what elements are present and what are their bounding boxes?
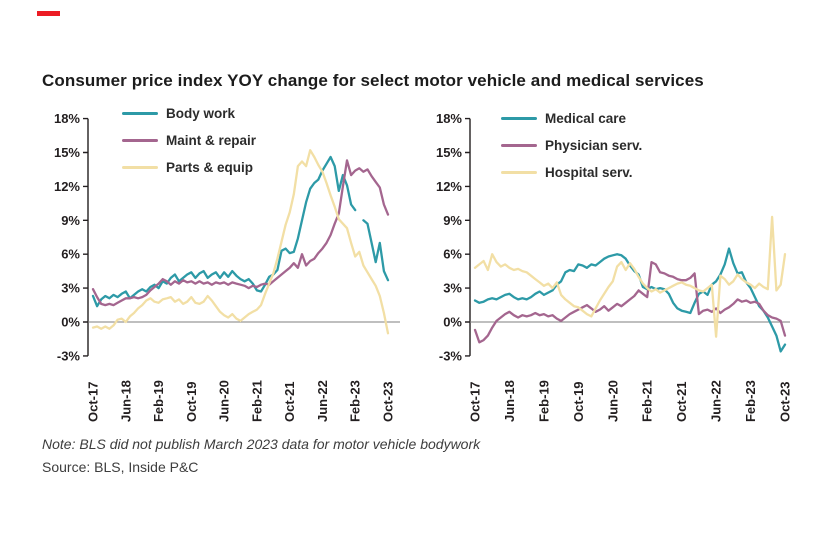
series-line	[91, 159, 390, 307]
y-tick-label: 3%	[61, 281, 80, 296]
x-tick-label: Feb-21	[249, 380, 264, 422]
y-tick-label: 0%	[443, 315, 462, 330]
series-line	[91, 155, 390, 308]
y-tick-label: -3%	[57, 348, 81, 363]
series-line	[473, 215, 787, 338]
x-tick-label: Oct-21	[674, 382, 689, 422]
y-tick-label: 0%	[61, 315, 80, 330]
x-tick-label: Feb-23	[348, 380, 363, 422]
x-tick-label: Oct-17	[86, 382, 101, 422]
legend-item: Physician serv.	[501, 132, 642, 159]
legend-item: Hospital serv.	[501, 159, 642, 186]
y-tick-label: 18%	[54, 111, 80, 126]
legend-label: Body work	[166, 106, 236, 121]
series-line	[473, 247, 787, 353]
y-tick-label: 3%	[443, 281, 462, 296]
right-chart-legend: Medical care Physician serv. Hospital se…	[501, 105, 642, 186]
x-tick-label: Oct-19	[184, 382, 199, 422]
x-tick-label: Jun-18	[502, 380, 517, 422]
x-tick-label: Oct-21	[282, 382, 297, 422]
note-text: Note: BLS did not publish March 2023 dat…	[42, 436, 481, 452]
brand-dash	[37, 11, 60, 16]
legend-label: Physician serv.	[545, 138, 643, 153]
figure-title: Consumer price index YOY change for sele…	[42, 71, 704, 90]
x-tick-label: Oct-23	[381, 382, 396, 422]
legend-label: Hospital serv.	[545, 165, 633, 180]
legend-swatch-line	[501, 171, 537, 174]
series-line	[473, 260, 787, 344]
series-line	[91, 149, 390, 335]
legend-label: Parts & equip	[166, 160, 254, 175]
left-chart-legend: Body work Maint & repair Parts & equip	[122, 100, 256, 181]
legend-swatch-line	[501, 117, 537, 120]
legend-item: Medical care	[501, 105, 642, 132]
x-tick-label: Jun-22	[709, 380, 724, 422]
legend-label: Medical care	[545, 111, 627, 126]
y-tick-label: 6%	[443, 247, 462, 262]
x-tick-label: Jun-20	[605, 380, 620, 422]
legend-swatch-line	[122, 112, 158, 115]
legend-item: Parts & equip	[122, 154, 256, 181]
y-tick-label: 6%	[61, 247, 80, 262]
legend-item: Maint & repair	[122, 127, 256, 154]
legend-item: Body work	[122, 100, 256, 127]
x-tick-label: Jun-20	[217, 380, 232, 422]
legend-swatch-line	[122, 139, 158, 142]
y-tick-label: 9%	[443, 213, 462, 228]
legend-label: Maint & repair	[166, 133, 257, 148]
y-axis	[465, 117, 471, 357]
x-tick-label: Oct-19	[571, 382, 586, 422]
y-tick-label: 15%	[436, 145, 462, 160]
y-tick-label: 18%	[436, 111, 462, 126]
x-tick-label: Feb-19	[536, 380, 551, 422]
x-tick-label: Jun-18	[118, 380, 133, 422]
y-tick-label: 9%	[61, 213, 80, 228]
source-text: Source: BLS, Inside P&C	[42, 459, 199, 475]
x-tick-label: Feb-21	[640, 380, 655, 422]
x-tick-label: Feb-23	[743, 380, 758, 422]
y-tick-label: -3%	[439, 348, 463, 363]
x-tick-label: Jun-22	[315, 380, 330, 422]
legend-swatch-line	[501, 144, 537, 147]
legend-swatch-line	[122, 166, 158, 169]
x-tick-label: Oct-17	[468, 382, 483, 422]
y-tick-label: 12%	[436, 179, 462, 194]
y-axis	[83, 117, 89, 357]
y-tick-label: 12%	[54, 179, 80, 194]
y-tick-label: 15%	[54, 145, 80, 160]
x-tick-label: Feb-19	[151, 380, 166, 422]
x-tick-label: Oct-23	[778, 382, 793, 422]
